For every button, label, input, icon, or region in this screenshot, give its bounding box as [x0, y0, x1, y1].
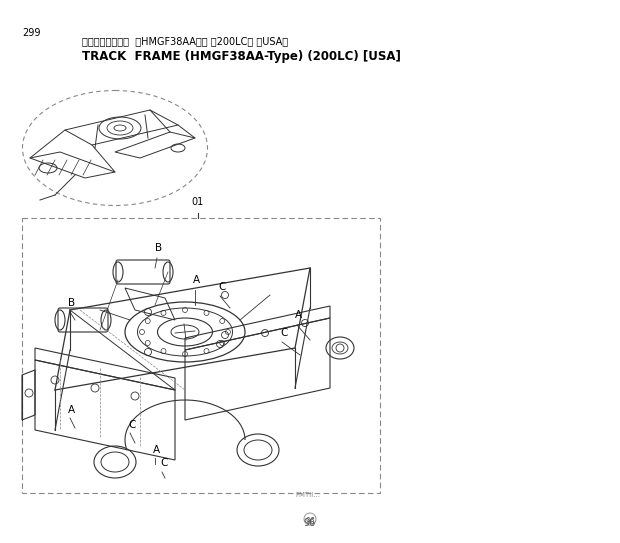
Text: 01: 01	[192, 197, 204, 207]
Text: A: A	[295, 310, 302, 320]
Bar	[22, 218, 380, 493]
Text: TRACK  FRAME (HMGF38AA-Type) (200LC) [USA]: TRACK FRAME (HMGF38AA-Type) (200LC) [USA…	[82, 50, 401, 63]
Text: B: B	[68, 298, 75, 308]
Text: B: B	[155, 243, 162, 253]
Text: トラックフレーム  （HMGF38AA型） （200LC） ［USA］: トラックフレーム （HMGF38AA型） （200LC） ［USA］	[82, 36, 288, 46]
Text: FMTII...: FMTII...	[295, 492, 320, 498]
Text: C: C	[128, 420, 135, 430]
Text: C: C	[280, 328, 288, 338]
Text: C: C	[218, 282, 226, 292]
Text: A: A	[68, 405, 75, 415]
Text: A: A	[193, 275, 200, 285]
Text: 299: 299	[22, 28, 40, 38]
Text: C: C	[160, 458, 167, 468]
Text: A: A	[153, 445, 160, 455]
Text: 96: 96	[305, 517, 315, 527]
Text: 96: 96	[304, 518, 316, 528]
